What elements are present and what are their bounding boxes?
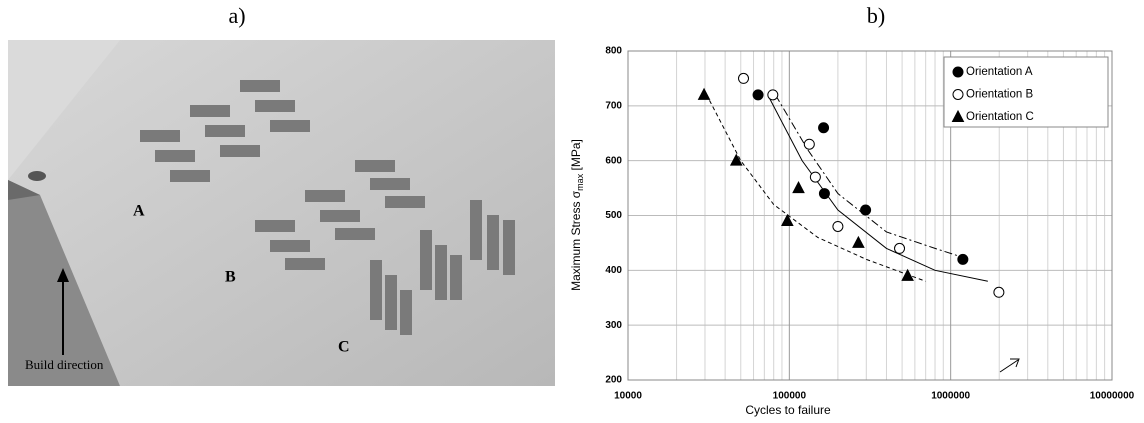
y-tick-label: 300 [605, 320, 622, 331]
marker [902, 270, 913, 281]
legend-marker [953, 90, 963, 100]
plot: 200 300 400 500 600 700 800 10000 100000 1000000 1… [605, 46, 1134, 402]
marker [782, 215, 793, 226]
marker [853, 237, 864, 248]
y-tick-label: 400 [605, 265, 622, 276]
legend-label: Orientation C [966, 111, 1034, 123]
marker [958, 254, 968, 264]
marker [739, 73, 749, 83]
marker [819, 189, 829, 199]
legend-marker [953, 67, 963, 77]
y-axis-label: Maximum Stress σmax [MPa] [569, 139, 585, 291]
panel-label: a) [228, 3, 245, 28]
legend-label: Orientation A [966, 66, 1033, 78]
fit-curve [775, 95, 969, 260]
marker [804, 139, 814, 149]
render-image [8, 40, 555, 386]
marker [833, 221, 843, 231]
x-tick-label: 10000 [614, 391, 642, 402]
y-tick-label: 500 [605, 210, 622, 221]
legend-label: Orientation B [966, 89, 1033, 101]
marker [793, 182, 804, 193]
image-label: Build direction [25, 357, 104, 372]
y-label-suffix: [MPa] [569, 139, 583, 174]
y-tick-label: 800 [605, 46, 622, 57]
arrow [1000, 360, 1018, 372]
marker [819, 123, 829, 133]
figure: a) b) A B C Build direction Cycles to fa… [0, 0, 1144, 423]
y-tick-label: 600 [605, 155, 622, 166]
x-tick-label: 100000 [773, 391, 807, 402]
x-tick-label: 10000000 [1090, 391, 1135, 402]
marker [895, 243, 905, 253]
x-axis-label: Cycles to failure [745, 403, 831, 417]
image-label: C [338, 339, 350, 356]
panel-label: b) [867, 3, 885, 28]
page: a) b) A B C Build direction Cycles to fa… [0, 0, 1144, 423]
marker [753, 90, 763, 100]
fit-curve [709, 100, 925, 281]
marker [994, 287, 1004, 297]
y-tick-label: 700 [605, 100, 622, 111]
marker [810, 172, 820, 182]
y-tick-label: 200 [605, 375, 622, 386]
marker [699, 89, 710, 100]
image-label: A [133, 203, 145, 220]
y-label-text: Maximum Stress σ [569, 190, 583, 291]
marker [768, 90, 778, 100]
image-label: B [225, 269, 236, 286]
x-tick-label: 1000000 [931, 391, 970, 402]
marker [861, 205, 871, 215]
y-label-sub: max [575, 173, 585, 191]
